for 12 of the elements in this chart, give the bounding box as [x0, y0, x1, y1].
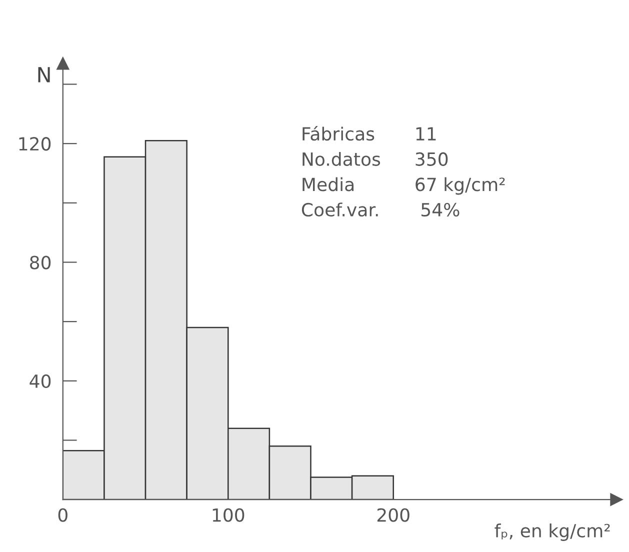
x-tick-label: 0 — [58, 508, 68, 522]
text: Fábricas 11 — [302, 126, 436, 141]
x-tick-label: 200 — [377, 508, 410, 522]
y-tick-label: 80 — [30, 256, 51, 270]
y-tick-label: 40 — [30, 374, 51, 388]
text: No.datos 350 — [302, 152, 448, 166]
y-tick-label: 120 — [19, 137, 51, 151]
text: Coef.var. 54% — [302, 202, 460, 217]
x-tick-label: 100 — [212, 508, 244, 522]
y-axis-title: N — [38, 67, 50, 82]
text: Media 67 kg/cm² — [302, 177, 505, 195]
x-axis-title: fₚ, en kg/cm² — [494, 524, 610, 542]
